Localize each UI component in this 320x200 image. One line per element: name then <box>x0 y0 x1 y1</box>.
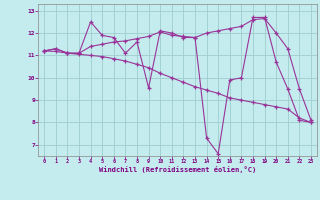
X-axis label: Windchill (Refroidissement éolien,°C): Windchill (Refroidissement éolien,°C) <box>99 166 256 173</box>
